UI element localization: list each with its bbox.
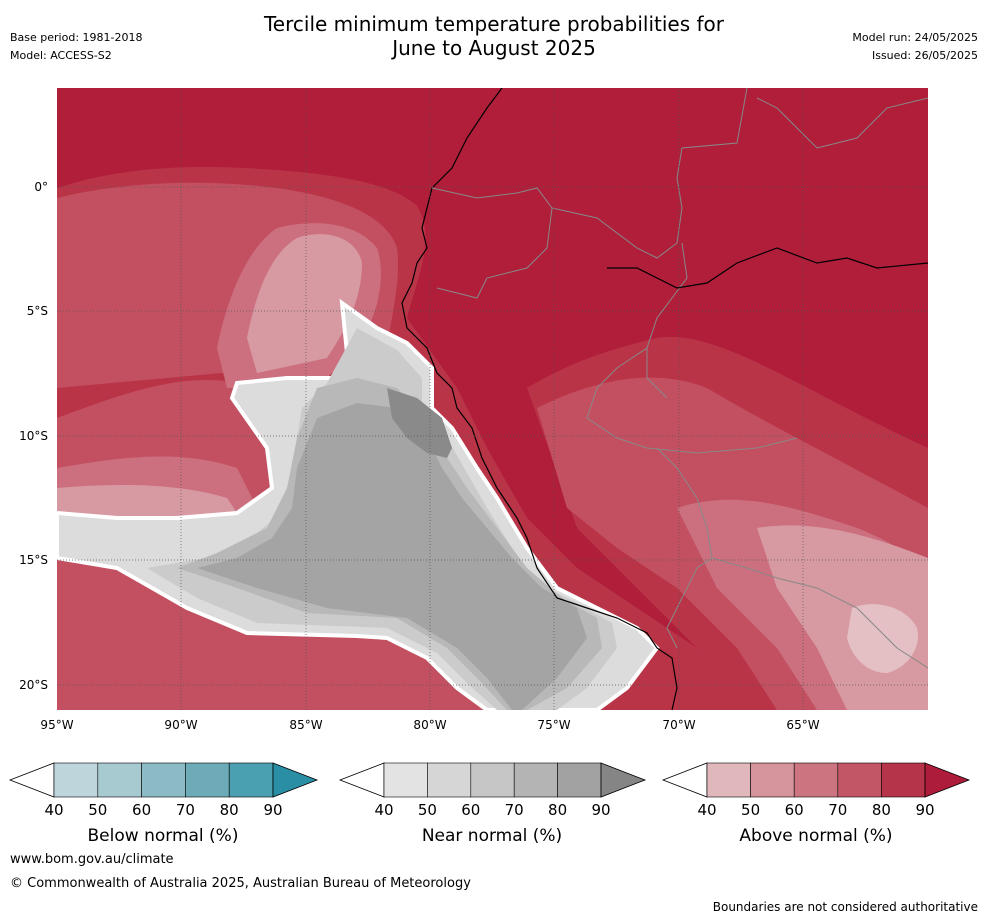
title-line-1: Tercile minimum temperature probabilitie… (263, 12, 725, 36)
lon-label-65w: 65°W (786, 718, 820, 732)
colorbar-tick-label: 80 (871, 801, 891, 819)
colorbar-tick-label: 90 (915, 801, 935, 819)
colorbar-swatch (185, 762, 230, 798)
colorbar-tick-label: 40 (697, 801, 717, 819)
lat-label-10s: 10°S (19, 429, 48, 443)
colorbar-tick-label: 70 (504, 801, 524, 819)
south-america-coastline (401, 88, 678, 710)
colorbar-tick-label: 70 (175, 801, 195, 819)
above-50-region (57, 234, 928, 710)
above-40-region (847, 604, 918, 673)
footer-url: www.bom.gov.au/climate (10, 852, 174, 867)
colorbars-canvas (8, 762, 971, 798)
near-90-region (387, 388, 452, 458)
lon-label-85w: 85°W (289, 718, 323, 732)
colorbar-swatch (837, 762, 882, 798)
amazon-river (607, 247, 928, 289)
colorbar-swatch (427, 762, 472, 798)
colorbar-swatch (750, 762, 795, 798)
colorbar-below-title: Below normal (%) (87, 826, 239, 846)
base-period-text: Base period: 1981-2018 (10, 31, 143, 44)
meta-right: Model run: 24/05/2025 Issued: 26/05/2025 (852, 31, 978, 67)
lat-label-0: 0° (34, 180, 48, 194)
footer-copyright: © Commonwealth of Australia 2025, Austra… (10, 876, 471, 891)
colorbar-swatch (383, 762, 428, 798)
colorbar-upper-extension (272, 762, 319, 798)
lon-label-80w: 80°W (413, 718, 447, 732)
colorbar-swatch (228, 762, 274, 798)
colorbar-near (338, 762, 647, 798)
near-80-region (197, 403, 587, 710)
model-run-text: Model run: 24/05/2025 (852, 31, 978, 44)
colorbar-below (8, 762, 319, 798)
footer-disclaimer: Boundaries are not considered authoritat… (712, 900, 978, 914)
lon-label-75w: 75°W (537, 718, 571, 732)
colorbar-tick-label: 60 (132, 801, 152, 819)
colorbar-swatch (470, 762, 515, 798)
colorbar-tick-label: 80 (548, 801, 568, 819)
colorbar-lower-extension (661, 762, 708, 798)
colorbar-tick-label: 60 (784, 801, 804, 819)
colorbar-tick-label: 40 (374, 801, 394, 819)
colorbar-swatch (97, 762, 142, 798)
colorbar-tick-label: 60 (461, 801, 481, 819)
colorbar-lower-extension (338, 762, 385, 798)
colorbar-swatch (513, 762, 558, 798)
colorbar-tick-label: 50 (88, 801, 108, 819)
colorbar-tick-label: 40 (44, 801, 64, 819)
issued-text: Issued: 26/05/2025 (871, 49, 978, 62)
colorbar-near-title: Near normal (%) (421, 826, 563, 846)
colorbar-swatch (53, 762, 99, 798)
colorbar-above-title: Above normal (%) (739, 826, 893, 846)
map-title: Tercile minimum temperature probabilitie… (0, 12, 988, 60)
colorbar-lower-extension (8, 762, 55, 798)
lon-label-95w: 95°W (40, 718, 74, 732)
lat-label-5s: 5°S (26, 304, 48, 318)
colorbar-swatch (793, 762, 839, 798)
colorbar-tick-label: 50 (741, 801, 761, 819)
map-canvas (57, 88, 928, 710)
lon-label-90w: 90°W (164, 718, 198, 732)
colorbar-swatch (141, 762, 186, 798)
country-borders (431, 88, 928, 669)
colorbar-tick-label: 50 (417, 801, 437, 819)
colorbar-tick-label: 70 (828, 801, 848, 819)
meta-left: Base period: 1981-2018 Model: ACCESS-S2 (10, 31, 142, 67)
colorbar-upper-extension (600, 762, 647, 798)
colorbar-tick-label: 90 (263, 801, 283, 819)
colorbar-tick-label: 90 (591, 801, 611, 819)
model-text: Model: ACCESS-S2 (10, 49, 112, 62)
lat-label-20s: 20°S (19, 678, 48, 692)
lon-label-70w: 70°W (662, 718, 696, 732)
probability-map (57, 88, 928, 710)
gridlines (57, 88, 928, 710)
lat-label-15s: 15°S (19, 553, 48, 567)
colorbar-tick-label: 80 (219, 801, 239, 819)
colorbar-swatch (706, 762, 751, 798)
colorbar-upper-extension (924, 762, 971, 798)
colorbar-above (661, 762, 971, 798)
colorbar-swatch (881, 762, 926, 798)
colorbar-swatch (557, 762, 602, 798)
title-line-2: June to August 2025 (392, 36, 596, 60)
